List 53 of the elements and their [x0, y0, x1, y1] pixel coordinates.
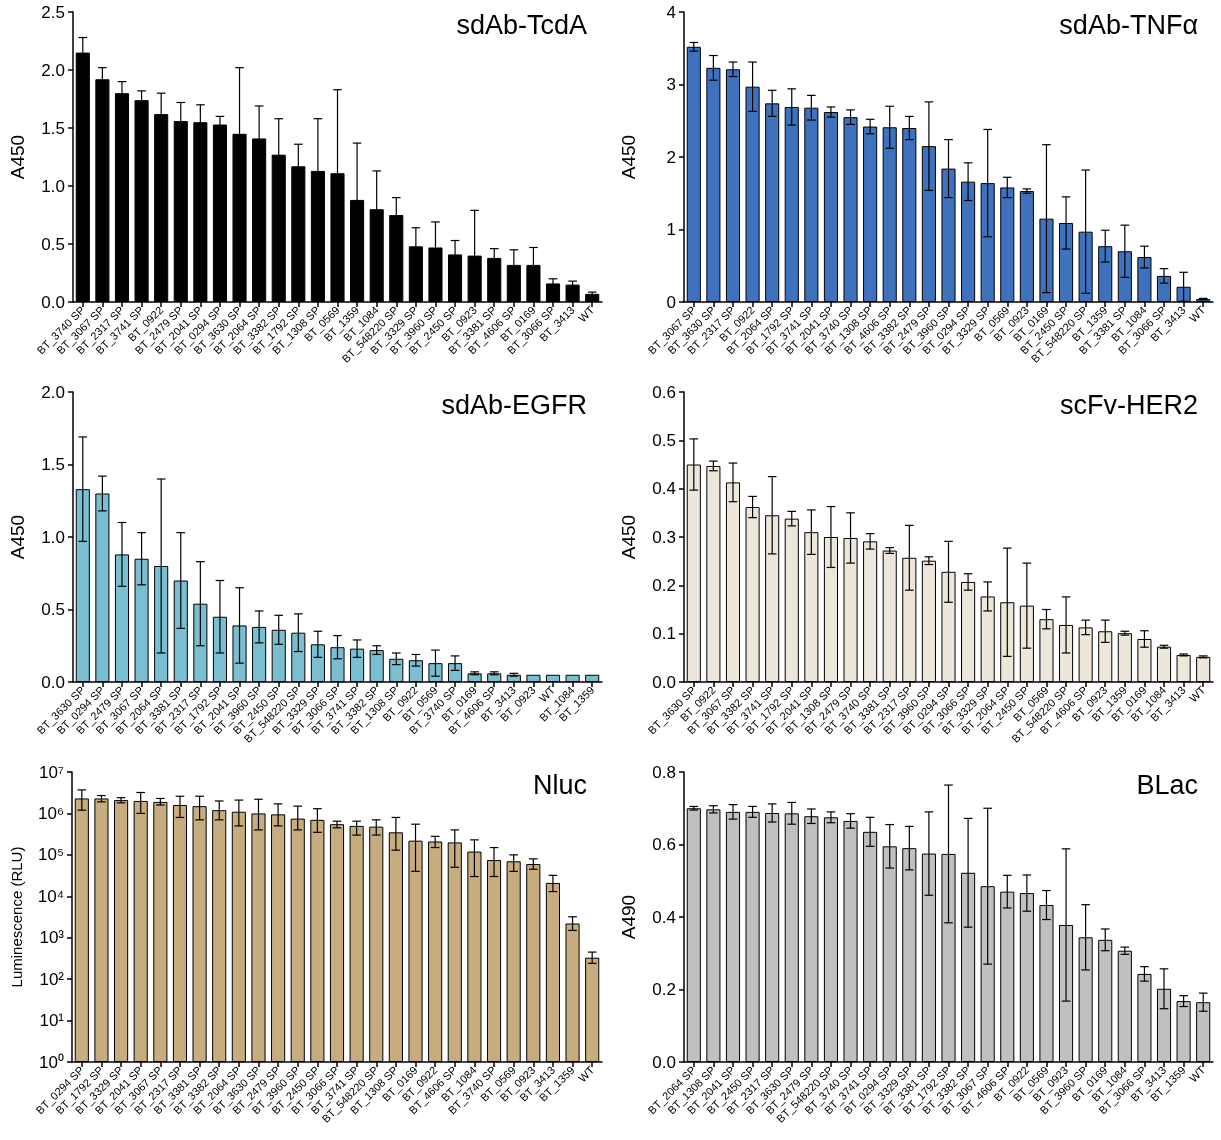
y-tick-label: 10¹ [39, 1011, 65, 1031]
y-tick-label: 4 [666, 2, 676, 22]
y-tick-label: 2 [666, 147, 676, 167]
chart-title: BLac [1136, 769, 1199, 800]
y-tick-label: 10² [39, 969, 65, 989]
y-axis-title: A450 [7, 514, 28, 560]
y-axis-title: A450 [618, 514, 639, 560]
y-tick-label: 2.5 [41, 2, 65, 22]
y-tick-label: 0.4 [652, 907, 676, 927]
x-tick-label: WT [1186, 1063, 1208, 1085]
y-tick-label: 0.0 [652, 672, 676, 692]
y-axis-title: Luminescence (RLU) [8, 846, 25, 988]
x-tick-label: WT [1186, 683, 1208, 705]
y-tick-label: 10⁴ [37, 886, 64, 906]
y-tick-label: 0.4 [652, 479, 676, 499]
y-tick-label: 0.6 [652, 382, 676, 402]
x-tick-label: WT [575, 303, 597, 325]
y-tick-label: 0.3 [652, 527, 676, 547]
y-tick-label: 0.8 [652, 762, 676, 782]
y-tick-label: 0.6 [652, 835, 676, 854]
y-tick-label: 0.0 [652, 1052, 676, 1072]
y-tick-label: 0.5 [652, 430, 676, 450]
y-tick-label: 0.0 [41, 672, 65, 692]
chart-title: sdAb-TNFα [1059, 9, 1199, 40]
y-tick-label: 3 [666, 75, 676, 94]
chart-title: Nluc [532, 769, 587, 800]
y-tick-label: 10³ [39, 928, 65, 948]
y-tick-label: 1.5 [41, 118, 65, 138]
y-tick-label: 1.5 [41, 455, 65, 474]
y-tick-label: 0.2 [652, 980, 676, 999]
x-tick-label: WT [575, 1063, 597, 1085]
y-tick-label: 0 [666, 292, 676, 312]
chart-title: scFv-HER2 [1059, 389, 1199, 420]
y-tick-label: 10⁷ [38, 762, 64, 782]
y-tick-label: 2.0 [41, 382, 65, 402]
x-tick-label: WT [1186, 303, 1208, 325]
chart-title: sdAb-EGFR [441, 389, 588, 420]
y-tick-label: 10⁵ [38, 845, 64, 865]
y-tick-label: 0.5 [41, 234, 65, 254]
y-tick-label: 1.0 [41, 176, 65, 196]
y-axis-title: A450 [7, 134, 28, 180]
y-tick-label: 1.0 [41, 527, 65, 547]
y-tick-label: 0.2 [652, 575, 676, 595]
y-tick-label: 2.0 [41, 60, 65, 80]
y-tick-label: 10⁰ [39, 1052, 64, 1072]
y-tick-label: 0.1 [652, 624, 676, 644]
chart-title: sdAb-TcdA [456, 9, 588, 40]
y-tick-label: 1 [666, 220, 676, 239]
y-tick-label: 10⁶ [38, 803, 64, 823]
y-axis-title: A490 [618, 894, 639, 940]
y-tick-label: 0.5 [41, 600, 65, 619]
y-axis-title: A450 [618, 134, 639, 180]
y-tick-label: 0.0 [41, 292, 65, 312]
